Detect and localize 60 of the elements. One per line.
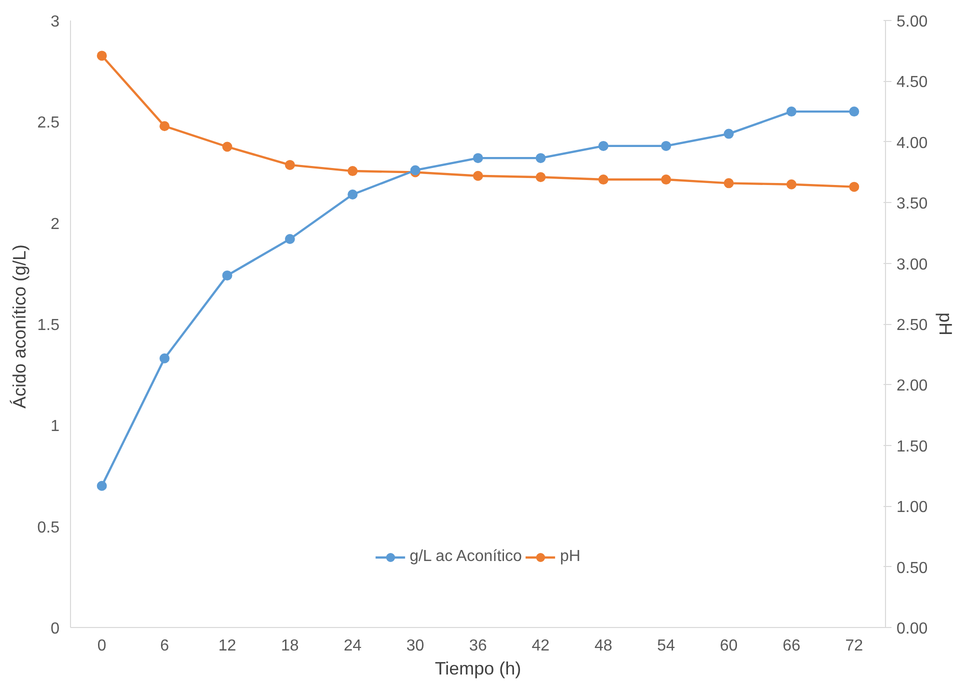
point [724, 178, 734, 188]
x-tick-label: 42 [532, 638, 550, 654]
x-tick-label: 72 [845, 638, 864, 654]
point [598, 174, 608, 185]
y2-axis-title: pH [936, 312, 956, 336]
point [786, 106, 796, 117]
point [786, 179, 796, 190]
point [284, 160, 295, 170]
y2-tick-label: 2.00 [896, 378, 928, 395]
x-tick-label: 60 [720, 638, 738, 654]
point [536, 153, 546, 164]
x-tick-label: 18 [281, 638, 299, 654]
point [348, 190, 358, 200]
x-tick-label: 48 [594, 638, 612, 654]
x-tick-label: 0 [97, 638, 106, 654]
y2-tick-label: 1.50 [896, 438, 928, 456]
point [849, 182, 860, 192]
point [222, 142, 232, 152]
x-axis-title: Tiempo (h) [434, 658, 522, 678]
point [724, 128, 734, 139]
y2-tick-label: 0.00 [896, 620, 928, 638]
y2-tick-label: 3.50 [896, 196, 928, 213]
point [536, 172, 546, 182]
point [222, 270, 232, 280]
y-tick-label: 3 [50, 14, 60, 30]
point [96, 50, 107, 61]
y2-tick-label: 4.00 [896, 134, 928, 152]
y-tick-label: 1 [50, 418, 60, 436]
x-tick-label: 12 [218, 638, 236, 654]
y-tick-label: 2.5 [37, 114, 60, 132]
y2-tick-label: 4.50 [896, 74, 928, 92]
point [473, 153, 483, 164]
legend-label: pH [560, 548, 580, 566]
x-tick-label: 54 [657, 638, 676, 654]
point [284, 234, 295, 244]
y2-tick-label: 1.00 [896, 499, 928, 516]
point [348, 166, 358, 176]
point [661, 174, 672, 185]
x-tick-label: 24 [344, 638, 362, 654]
y-tick-label: 1.5 [37, 317, 60, 334]
x-tick-label: 36 [469, 638, 487, 654]
y-axis-title: Ácido aconítico (g/L) [9, 244, 30, 409]
y-tick-label: 0.5 [37, 519, 60, 536]
y-tick-label: 0 [50, 620, 60, 638]
point [160, 121, 170, 132]
legend-label: g/L ac Aconítico [410, 548, 522, 566]
point [473, 170, 483, 181]
y-tick-label: 2 [50, 216, 60, 233]
point [96, 480, 107, 491]
y2-tick-label: 5.00 [896, 14, 928, 30]
point [849, 106, 860, 117]
point [598, 140, 608, 151]
y2-tick-label: 0.50 [896, 560, 928, 577]
x-tick-label: 66 [782, 638, 800, 654]
x-tick-label: 6 [160, 638, 170, 654]
point [661, 140, 672, 151]
y2-tick-label: 2.50 [896, 317, 928, 334]
point [160, 353, 170, 364]
x-tick-label: 30 [406, 638, 424, 654]
y2-tick-label: 3.00 [896, 256, 928, 274]
